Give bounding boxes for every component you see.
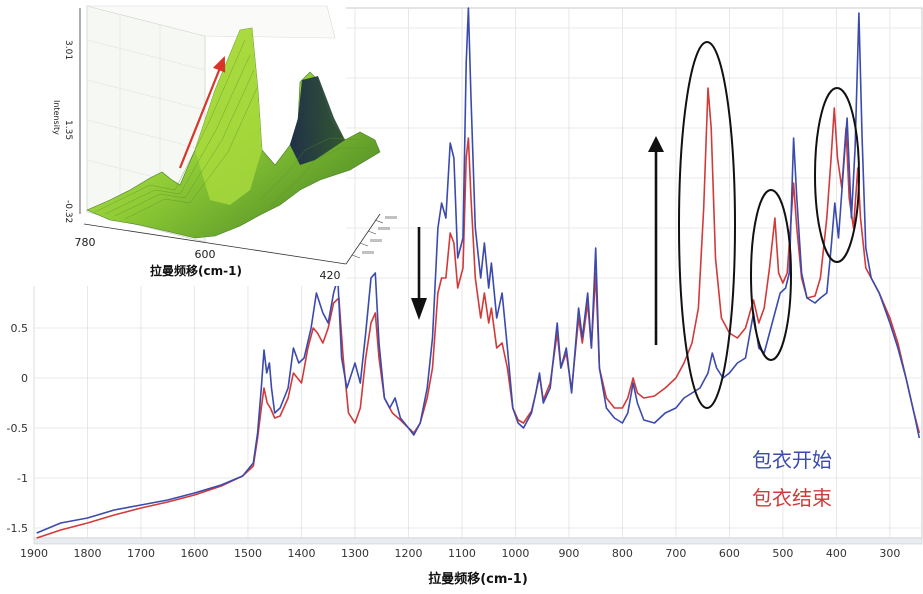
x-tick-label: 1300 bbox=[341, 547, 369, 560]
inset-y-axis-label: Intensity bbox=[52, 100, 61, 135]
x-tick-label: 1500 bbox=[234, 547, 262, 560]
inset-depth-axis bbox=[345, 213, 381, 265]
x-tick-label: 1600 bbox=[180, 547, 208, 560]
x-tick-label: 300 bbox=[879, 547, 900, 560]
inset-x-axis-label: 拉曼频移(cm-1) bbox=[150, 263, 242, 278]
inset-red-arrow bbox=[178, 55, 226, 169]
x-tick-label: 800 bbox=[612, 547, 633, 560]
legend-label-blue: 包衣开始 bbox=[752, 448, 832, 472]
x-tick-label: 700 bbox=[665, 547, 686, 560]
highlight-ellipse-400 bbox=[814, 87, 860, 263]
x-tick-label: 1800 bbox=[73, 547, 101, 560]
y-tick-label: -1 bbox=[17, 472, 28, 485]
highlight-ellipse-515 bbox=[750, 189, 792, 361]
series-line-blue bbox=[36, 7, 921, 534]
highlight-ellipse-640 bbox=[678, 41, 736, 409]
inset-tall-ridge bbox=[195, 28, 262, 205]
inset-depth-ticks bbox=[351, 216, 397, 259]
y-tick-label: -1.5 bbox=[7, 522, 28, 535]
x-tick-label: 1400 bbox=[287, 547, 315, 560]
x-tick-label: 900 bbox=[558, 547, 579, 560]
inset-x-tick-label: 780 bbox=[75, 236, 96, 249]
inset-3d-plot: 3.01 1.35 -0.32 Intensity 780 600 420 拉曼… bbox=[0, 0, 397, 286]
x-axis-bar bbox=[33, 537, 923, 545]
x-tick-label: 400 bbox=[826, 547, 847, 560]
x-tick-label: 1200 bbox=[394, 547, 422, 560]
inset-x-tick-label: 420 bbox=[320, 269, 341, 282]
x-tick-label: 1000 bbox=[501, 547, 529, 560]
legend: 包衣开始 包衣结束 bbox=[752, 448, 832, 510]
x-tick-label: 600 bbox=[719, 547, 740, 560]
inset-y-tick-label: -0.32 bbox=[63, 200, 73, 223]
inset-dark-ridge bbox=[290, 76, 345, 165]
main-x-axis-label: 拉曼频移(cm-1) bbox=[428, 571, 528, 587]
x-tick-label: 1100 bbox=[448, 547, 476, 560]
inset-x-axis bbox=[83, 223, 347, 265]
y-tick-label: -0.5 bbox=[7, 422, 28, 435]
y-tick-label: 0 bbox=[21, 372, 28, 385]
inset-ridge-lines bbox=[94, 39, 370, 220]
x-tick-label: 1900 bbox=[20, 547, 48, 560]
inset-x-tick-label: 600 bbox=[195, 248, 216, 261]
down-arrow-annotation bbox=[411, 227, 427, 320]
inset-y-tick-label: 1.35 bbox=[63, 120, 73, 140]
x-tick-label: 1700 bbox=[127, 547, 155, 560]
y-tick-label: 0.5 bbox=[11, 322, 29, 335]
up-arrow-annotation bbox=[648, 136, 664, 345]
legend-label-red: 包衣结束 bbox=[752, 486, 832, 510]
inset-side-wall bbox=[86, 5, 336, 39]
x-axis-ticks: 1900 1800 1700 1600 1500 1400 1300 1200 1100 1000… bbox=[20, 547, 900, 560]
inset-y-tick-label: 3.01 bbox=[63, 40, 73, 60]
x-tick-label: 500 bbox=[772, 547, 793, 560]
